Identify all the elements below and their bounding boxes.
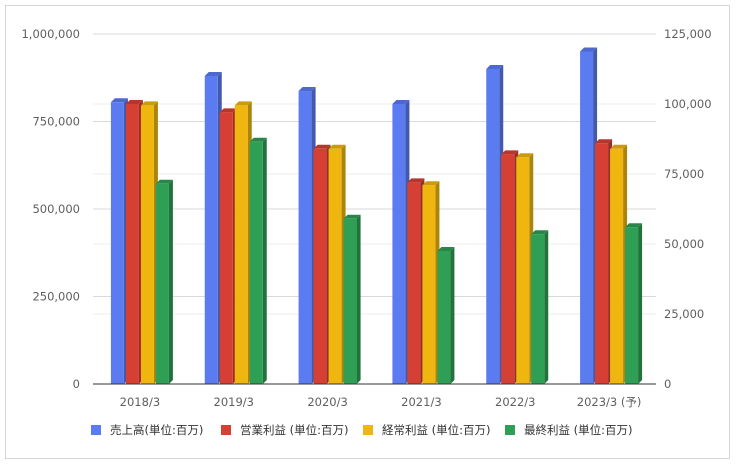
y-right-tick-label: 0 <box>664 377 671 391</box>
bar-top <box>125 100 143 104</box>
bar-top <box>219 108 237 113</box>
bar <box>580 51 594 384</box>
bar-side <box>450 247 455 384</box>
bar-side <box>638 223 643 384</box>
bar <box>595 143 609 384</box>
x-tick-label: 2020/3 <box>307 395 347 409</box>
bar <box>328 148 342 384</box>
bar-top <box>501 150 519 155</box>
bar-top <box>234 101 252 106</box>
bar <box>313 148 327 384</box>
bar-side <box>168 179 173 384</box>
bar <box>219 112 233 385</box>
y-right-tick-label: 100,000 <box>664 97 712 111</box>
bar <box>610 148 624 384</box>
bar <box>249 141 263 384</box>
bar-side <box>262 137 267 384</box>
bar-top <box>595 139 613 144</box>
bar-top <box>486 65 504 69</box>
bar-top <box>625 223 643 228</box>
x-tick-label: 2022/3 <box>495 395 535 409</box>
legend-label: 売上高(単位:百万) <box>110 423 203 437</box>
bar <box>343 218 357 384</box>
bar-top <box>298 87 316 92</box>
x-tick-label: 2019/3 <box>214 395 254 409</box>
y-left-tick-label: 0 <box>73 377 80 391</box>
bar-top <box>610 144 628 149</box>
bar <box>110 102 124 384</box>
bar <box>486 69 500 384</box>
bar <box>234 105 248 385</box>
bar-top <box>422 181 440 186</box>
bar <box>392 104 406 384</box>
bar-side <box>356 214 361 384</box>
bar-top <box>140 101 158 106</box>
bar <box>407 182 421 384</box>
bar <box>422 185 436 384</box>
y-right-tick-label: 125,000 <box>664 27 712 41</box>
bar-top <box>580 47 598 52</box>
legend-swatch <box>221 425 231 435</box>
bar <box>125 104 139 384</box>
bar-top <box>110 98 128 103</box>
legend-label: 最終利益 (単位:百万) <box>524 423 633 437</box>
bar-top <box>343 214 361 219</box>
y-right-tick-label: 25,000 <box>664 307 704 321</box>
legend-label: 営業利益 (単位:百万) <box>240 423 349 437</box>
x-tick-label: 2021/3 <box>401 395 441 409</box>
x-tick-label: 2023/3 (予) <box>577 395 642 409</box>
bar-top <box>249 137 267 142</box>
bar <box>437 251 451 384</box>
bar-side <box>544 230 549 384</box>
y-left-tick-label: 750,000 <box>32 115 80 129</box>
bar-top <box>407 178 425 183</box>
legend-swatch <box>91 425 101 435</box>
bar-top <box>392 100 410 104</box>
bar-top <box>155 179 173 184</box>
bar <box>625 227 639 384</box>
bar <box>531 234 545 384</box>
bar <box>140 105 154 385</box>
legend-swatch <box>505 425 515 435</box>
bar <box>501 154 515 384</box>
bar-top <box>204 72 222 76</box>
bar-top <box>531 230 549 235</box>
bar <box>155 183 169 384</box>
y-right-tick-label: 75,000 <box>664 167 704 181</box>
bar <box>516 157 530 384</box>
bar <box>298 91 312 385</box>
y-left-tick-label: 250,000 <box>32 290 80 304</box>
bar-top <box>328 144 346 149</box>
legend-swatch <box>363 425 373 435</box>
bar-top <box>313 144 331 149</box>
x-tick-label: 2018/3 <box>120 395 160 409</box>
legend-label: 経常利益 (単位:百万) <box>382 423 491 437</box>
bar-top <box>437 247 455 251</box>
y-left-tick-label: 1,000,000 <box>21 27 80 41</box>
bar-top <box>516 153 534 158</box>
y-left-tick-label: 500,000 <box>32 202 80 216</box>
bar <box>204 76 218 384</box>
y-right-tick-label: 50,000 <box>664 237 704 251</box>
